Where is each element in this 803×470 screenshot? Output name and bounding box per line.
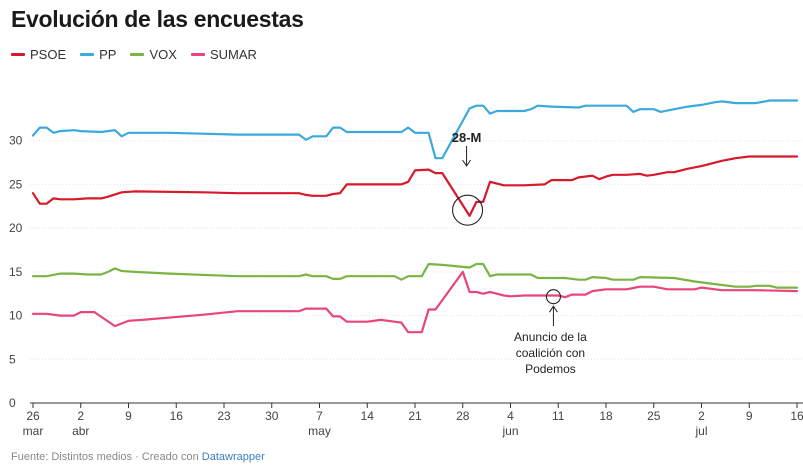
x-tick-label: 28	[456, 409, 470, 423]
y-tick-label: 15	[9, 265, 23, 279]
annotation-label-coalicion-line: Podemos	[525, 362, 576, 376]
x-tick-label: 23	[217, 409, 231, 423]
x-tick-label: 26	[26, 409, 40, 423]
x-tick-label: 16	[170, 409, 184, 423]
x-tick-label: 2	[77, 409, 84, 423]
annotation-circle-coalicion	[546, 290, 560, 304]
x-tick-label: 16	[790, 409, 803, 423]
x-tick-label: 25	[647, 409, 661, 423]
x-tick-label: 11	[552, 409, 565, 423]
series-line-pp	[33, 101, 797, 159]
datawrapper-link[interactable]: Datawrapper	[202, 451, 265, 463]
x-tick-month-label: jul	[694, 424, 707, 438]
x-tick-label: 9	[746, 409, 753, 423]
series-line-vox	[33, 264, 797, 288]
y-tick-label: 25	[9, 177, 23, 191]
footer: Fuente: Distintos medios · Creado con Da…	[11, 451, 265, 463]
y-tick-label: 5	[9, 352, 16, 366]
x-tick-label: 21	[408, 409, 422, 423]
annotation-label-coalicion-line: Anuncio de la	[514, 330, 587, 344]
x-tick-label: 4	[507, 409, 514, 423]
x-tick-label: 18	[599, 409, 613, 423]
x-tick-label: 2	[698, 409, 705, 423]
x-tick-label: 30	[265, 409, 279, 423]
y-tick-label: 20	[9, 221, 23, 235]
series-line-psoe	[33, 157, 797, 216]
x-tick-label: 9	[125, 409, 132, 423]
x-tick-month-label: jun	[501, 424, 518, 438]
annotation-label-coalicion-line: coalición con	[516, 346, 585, 360]
x-tick-month-label: may	[308, 424, 331, 438]
series-line-sumar	[33, 272, 797, 332]
y-tick-label: 30	[9, 134, 23, 148]
annotation-label-28m: 28-M	[452, 130, 482, 145]
annotation-circle-28m	[453, 195, 483, 225]
x-tick-label: 7	[316, 409, 323, 423]
source-text: Fuente: Distintos medios · Creado con	[11, 451, 202, 463]
y-tick-label: 0	[9, 396, 16, 410]
y-tick-label: 10	[9, 309, 23, 323]
x-tick-label: 14	[361, 409, 375, 423]
x-tick-month-label: mar	[23, 424, 44, 438]
x-tick-month-label: abr	[72, 424, 89, 438]
